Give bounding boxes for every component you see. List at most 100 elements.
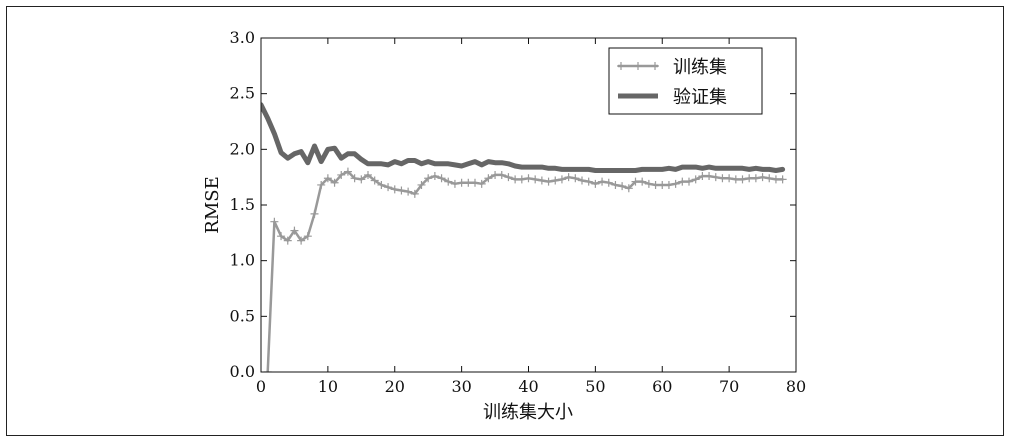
y-tick-label: 3.0 <box>230 28 255 47</box>
training-point-marker <box>397 186 406 195</box>
training-series <box>263 167 787 372</box>
figure-frame <box>6 6 1004 436</box>
x-tick-label: 70 <box>719 377 739 396</box>
y-tick-label: 0.5 <box>230 306 255 325</box>
training-point-marker <box>370 176 379 185</box>
y-tick-label: 0.0 <box>230 362 255 381</box>
training-point-marker <box>283 236 292 245</box>
training-point-marker <box>771 175 780 184</box>
training-point-marker <box>270 217 279 226</box>
training-point-marker <box>343 167 352 176</box>
training-point-marker <box>457 178 466 187</box>
training-point-marker <box>591 179 600 188</box>
x-tick-label: 40 <box>518 377 538 396</box>
training-point-marker <box>624 184 633 193</box>
training-point-marker <box>664 180 673 189</box>
training-point-marker <box>323 174 332 183</box>
training-point-marker <box>604 178 613 187</box>
training-point-marker <box>297 236 306 245</box>
training-point-marker <box>698 172 707 181</box>
training-point-marker <box>644 179 653 188</box>
training-point-marker <box>263 368 272 372</box>
training-point-marker <box>564 173 573 182</box>
legend-sample-training <box>617 62 659 70</box>
x-tick-label: 60 <box>652 377 672 396</box>
legend-label-validation: 验证集 <box>673 87 727 108</box>
training-point-marker <box>410 189 419 198</box>
x-tick-label: 80 <box>786 377 806 396</box>
training-point-marker <box>357 175 366 184</box>
training-point-marker <box>517 175 526 184</box>
training-point-marker <box>384 183 393 192</box>
legend-training-marker <box>634 62 642 70</box>
training-point-marker <box>671 179 680 188</box>
legend-box <box>608 47 763 115</box>
training-point-marker <box>718 174 727 183</box>
training-point-marker <box>310 209 319 218</box>
training-point-marker <box>711 173 720 182</box>
training-point-marker <box>685 177 693 186</box>
y-axis-label: RMSE <box>202 176 223 233</box>
training-point-marker <box>738 175 747 184</box>
legend-training-marker <box>617 62 625 70</box>
training-point-marker <box>404 187 413 196</box>
training-point-marker <box>598 177 607 186</box>
training-point-marker <box>430 172 439 181</box>
training-point-marker <box>658 180 667 189</box>
x-tick-label: 30 <box>451 377 471 396</box>
training-point-marker <box>758 173 767 182</box>
training-point-marker <box>571 174 580 183</box>
training-point-marker <box>377 180 386 189</box>
training-point-marker <box>504 173 513 182</box>
training-point-marker <box>277 232 286 241</box>
y-tick-label: 2.5 <box>230 84 255 103</box>
x-axis-label: 训练集大小 <box>483 402 573 423</box>
training-point-marker <box>484 174 493 183</box>
training-point-marker <box>638 177 647 186</box>
training-point-marker <box>751 174 760 183</box>
legend: 训练集 验证集 <box>608 47 763 115</box>
x-tick-label: 0 <box>256 377 266 396</box>
y-tick-label: 1.5 <box>230 195 255 214</box>
training-point-marker <box>651 180 660 189</box>
training-point-marker <box>725 174 734 183</box>
training-point-marker <box>491 170 500 179</box>
training-point-marker <box>691 175 700 184</box>
training-point-marker <box>631 177 640 186</box>
training-point-marker <box>317 180 326 189</box>
plot-layer <box>261 102 787 372</box>
training-point-marker <box>511 175 520 184</box>
training-point-marker <box>464 178 473 187</box>
y-tick-label: 1.0 <box>230 251 255 270</box>
training-point-marker <box>611 180 620 189</box>
training-point-marker <box>678 177 687 186</box>
training-point-marker <box>477 179 486 188</box>
training-point-marker <box>778 175 787 184</box>
x-tick-label: 20 <box>385 377 405 396</box>
training-point-marker <box>390 185 399 194</box>
training-point-marker <box>544 177 553 186</box>
training-point-marker <box>437 174 446 183</box>
training-point-marker <box>424 174 433 183</box>
training-point-marker <box>584 177 593 186</box>
training-point-marker <box>497 170 506 179</box>
training-point-marker <box>731 175 740 184</box>
training-point-marker <box>350 174 359 183</box>
training-point-marker <box>618 182 627 191</box>
training-point-marker <box>290 226 299 235</box>
validation-series-line <box>261 102 786 173</box>
legend-label-training: 训练集 <box>673 57 727 78</box>
training-point-marker <box>444 177 453 186</box>
training-point-marker <box>337 170 346 179</box>
training-point-marker <box>524 174 533 183</box>
training-point-marker <box>557 175 566 184</box>
training-point-marker <box>330 178 339 187</box>
x-tick-label: 50 <box>585 377 605 396</box>
training-point-marker <box>364 170 372 179</box>
training-point-marker <box>450 179 459 188</box>
legend-training-marker <box>651 62 659 70</box>
training-point-marker <box>578 176 586 185</box>
training-point-marker <box>531 175 540 184</box>
validation-series <box>261 102 786 173</box>
